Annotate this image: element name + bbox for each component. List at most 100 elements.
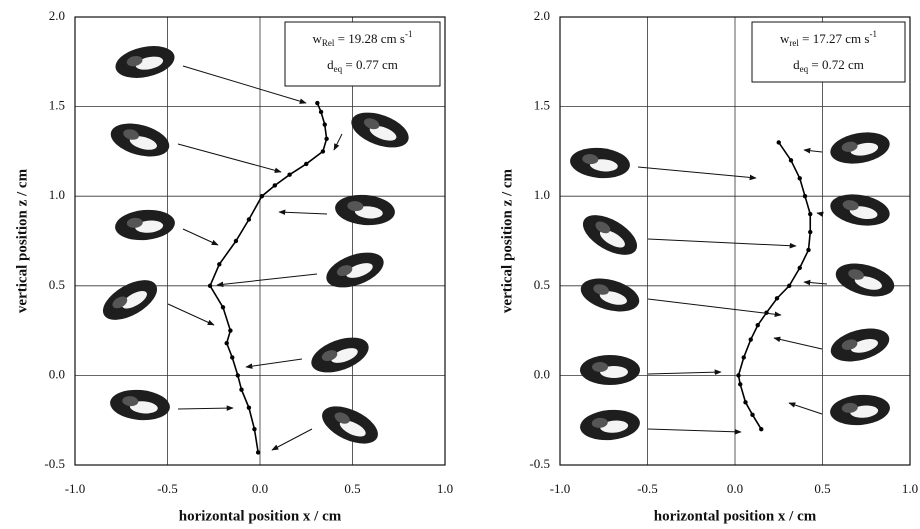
arrow bbox=[271, 428, 313, 451]
bubble-shade bbox=[126, 55, 143, 67]
y-tick-label: 2.0 bbox=[534, 8, 550, 23]
plot-frame bbox=[74, 16, 446, 466]
arrow bbox=[773, 336, 823, 350]
annotation-text: = 0.77 cm bbox=[342, 57, 398, 72]
bubble-highlight bbox=[599, 230, 625, 248]
bubble-image bbox=[580, 409, 640, 441]
arrow bbox=[637, 166, 757, 181]
trajectory-point bbox=[750, 412, 755, 418]
arrow bbox=[167, 303, 215, 326]
arrow bbox=[647, 298, 782, 318]
trajectory-point bbox=[776, 140, 781, 145]
bubble-shade bbox=[122, 396, 139, 407]
x-tick-label: 0.0 bbox=[252, 481, 268, 496]
trajectory-point bbox=[788, 158, 794, 163]
trajectory-point bbox=[802, 194, 808, 199]
bubble-image bbox=[580, 278, 640, 312]
trajectory-point bbox=[774, 296, 780, 301]
arrow bbox=[177, 143, 282, 174]
y-tick-label: 0.5 bbox=[49, 277, 65, 292]
annotation: deq = 0.77 cm bbox=[327, 57, 398, 74]
arrow bbox=[647, 428, 742, 435]
arrow bbox=[816, 211, 824, 217]
trajectory-point bbox=[259, 194, 265, 199]
annotation-text: = 17.27 cm s bbox=[799, 31, 870, 46]
trajectory-point bbox=[220, 305, 226, 310]
bubble-highlight bbox=[339, 420, 366, 437]
trajectory-point bbox=[808, 229, 813, 235]
annotation-text: = 19.28 cm s bbox=[334, 31, 405, 46]
bubble-image bbox=[311, 337, 369, 373]
x-tick-label: 0.0 bbox=[727, 481, 743, 496]
y-tick-label: 0.0 bbox=[49, 366, 65, 381]
bubble-highlight bbox=[121, 291, 147, 309]
trajectory-point bbox=[217, 262, 222, 267]
y-tick-label: -0.5 bbox=[529, 456, 550, 471]
bubble-shade bbox=[347, 201, 364, 212]
y-axis-title: vertical position z / cm bbox=[499, 168, 515, 313]
arrow bbox=[278, 209, 328, 216]
trajectory-point bbox=[246, 405, 252, 410]
bubble-image bbox=[110, 123, 170, 157]
bubble-shade bbox=[123, 129, 139, 140]
arrow bbox=[333, 133, 343, 151]
bubble-highlight bbox=[599, 291, 627, 305]
arrow bbox=[647, 238, 797, 249]
bubble-highlight bbox=[129, 136, 157, 150]
bubble-image bbox=[582, 215, 638, 255]
trajectory-point bbox=[738, 382, 743, 387]
bubble-image bbox=[110, 389, 170, 421]
trajectory-point bbox=[315, 100, 320, 106]
bubble-shade bbox=[841, 402, 858, 413]
trajectory-point bbox=[304, 161, 309, 167]
trajectory-point bbox=[320, 149, 326, 154]
bubble-shade bbox=[842, 200, 859, 211]
trajectory-point bbox=[228, 328, 233, 333]
x-tick-label: 0.5 bbox=[814, 481, 830, 496]
trajectory-point bbox=[207, 283, 213, 288]
annotation-symbol: d bbox=[327, 57, 334, 72]
bubble-shade bbox=[841, 141, 858, 152]
annotation-symbol: w bbox=[313, 31, 323, 46]
x-tick-label: 1.0 bbox=[437, 481, 453, 496]
arrow bbox=[803, 147, 823, 154]
annotation: wRel = 19.28 cm s-1 bbox=[313, 29, 413, 48]
y-tick-label: 2.0 bbox=[49, 8, 65, 23]
x-axis-title: horizontal position x / cm bbox=[654, 508, 817, 524]
trajectory-point bbox=[239, 387, 244, 392]
bubble-highlight bbox=[854, 276, 882, 290]
trajectory-line bbox=[209, 102, 328, 453]
bubble-highlight bbox=[849, 206, 878, 220]
trajectory-point bbox=[741, 355, 746, 360]
bubble-shade bbox=[334, 412, 350, 424]
annotation-superscript: -1 bbox=[405, 29, 413, 39]
arrow bbox=[245, 358, 303, 369]
trajectory-point bbox=[255, 450, 261, 455]
annotation-symbol: w bbox=[780, 31, 790, 46]
y-tick-label: 1.5 bbox=[49, 98, 65, 113]
bubble-image bbox=[115, 209, 175, 241]
x-tick-label: -0.5 bbox=[637, 481, 658, 496]
annotation-symbol: d bbox=[793, 57, 800, 72]
arrow bbox=[216, 273, 318, 288]
x-tick-label: 0.5 bbox=[344, 481, 360, 496]
annotation-subscript: eq bbox=[334, 64, 343, 74]
trajectory-point bbox=[759, 426, 764, 432]
annotation: wrel = 17.27 cm s-1 bbox=[780, 29, 877, 48]
bubble-highlight bbox=[850, 339, 878, 353]
bubble-shade bbox=[593, 284, 609, 295]
trajectory-point bbox=[235, 373, 240, 378]
trajectory-point bbox=[272, 183, 277, 188]
y-tick-label: 1.0 bbox=[49, 187, 65, 202]
y-tick-label: -0.5 bbox=[44, 456, 65, 471]
x-tick-label: 1.0 bbox=[902, 481, 918, 496]
trajectory-point bbox=[233, 238, 239, 244]
annotation-text: = 0.72 cm bbox=[808, 57, 864, 72]
trajectory-point bbox=[322, 122, 327, 127]
annotation-box bbox=[751, 21, 906, 83]
y-tick-label: 1.0 bbox=[534, 187, 550, 202]
x-axis-title: horizontal position x / cm bbox=[179, 508, 342, 524]
trajectory-point bbox=[246, 217, 252, 222]
plot-frame bbox=[559, 16, 911, 466]
